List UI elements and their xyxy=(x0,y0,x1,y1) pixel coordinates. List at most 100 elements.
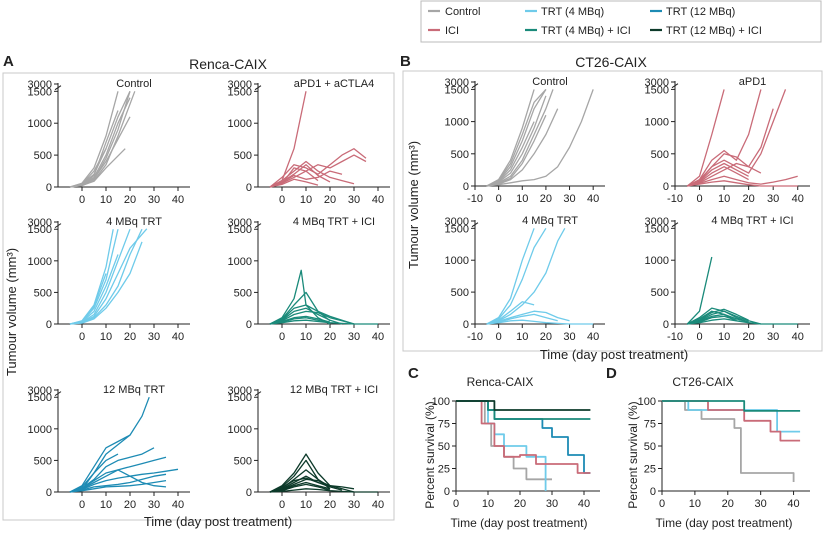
x-tick-label: 10 xyxy=(516,193,528,205)
y-tick-label: 1000 xyxy=(28,256,52,268)
y-tick-label: 1500 xyxy=(228,224,252,236)
chart-title: Control xyxy=(532,76,567,88)
chart-d: 0 25 50 75 100 0 10 20 30 40 xyxy=(638,396,810,510)
series-line-2 xyxy=(269,148,367,188)
series-line-7 xyxy=(269,477,355,493)
x-tick-label: 10 xyxy=(300,499,312,511)
legend-label-control: Control xyxy=(445,6,480,18)
y-tick-label: 1500 xyxy=(645,84,669,96)
y-tick-label: 0 xyxy=(663,319,669,331)
x-tick-label: 20 xyxy=(743,193,755,205)
panel-label-d: D xyxy=(606,365,617,382)
series-line-7 xyxy=(69,479,167,493)
chart-c: 0 25 50 75 100 0 10 20 30 40 xyxy=(432,396,600,510)
series-line-1 xyxy=(69,396,150,493)
series-line-trt-4-mbq- xyxy=(662,400,801,433)
y-tick-label: 500 xyxy=(234,287,252,299)
renca-xlabel: Time (day post treatment) xyxy=(144,514,292,529)
series-line-1 xyxy=(269,453,331,493)
legend-label-trt4: TRT (4 MBq) xyxy=(541,6,604,18)
series-line-8 xyxy=(486,89,594,187)
x-tick-label: 40 xyxy=(792,193,804,205)
renca-ylabel: Tumour volume (mm³) xyxy=(4,248,19,376)
x-tick-label: -10 xyxy=(667,331,683,343)
x-tick-label: 10 xyxy=(718,331,730,343)
legend-label-trt12: TRT (12 MBq) xyxy=(666,6,735,18)
x-tick-label: 40 xyxy=(792,331,804,343)
x-tick-label: 40 xyxy=(172,194,184,206)
axis-break xyxy=(254,223,262,229)
y-tick-label: 0 xyxy=(463,181,469,193)
series-line-4 xyxy=(269,310,355,325)
series-line-5 xyxy=(69,473,167,493)
x-tick-label: 30 xyxy=(767,193,779,205)
y-tick-label: 0 xyxy=(46,487,52,499)
ct26-xlabel: Time (day post treatment) xyxy=(540,347,688,362)
series-line-ici xyxy=(456,400,591,474)
series-line-7 xyxy=(687,162,749,187)
chart-title: aPD1 + aCTLA4 xyxy=(294,78,374,90)
y-tick-label: 75 xyxy=(644,419,656,431)
series-line-7 xyxy=(69,241,143,325)
y-tick-label: 1500 xyxy=(28,86,52,98)
y-tick-label: 3000 xyxy=(228,79,252,91)
y-tick-label: 0 xyxy=(444,486,450,498)
ct26-group-title: CT26-CAIX xyxy=(575,54,647,70)
series-line-6 xyxy=(687,175,798,187)
series-line-9 xyxy=(687,153,762,187)
y-tick-label: 75 xyxy=(438,419,450,431)
series-line-5 xyxy=(69,228,148,325)
x-tick-label: 10 xyxy=(516,331,528,343)
y-tick-label: 500 xyxy=(451,149,469,161)
series-line-1 xyxy=(269,91,307,188)
survival-d-ylabel: Percent survival (%) xyxy=(626,401,640,508)
series-line-3 xyxy=(269,160,355,188)
series-line-3 xyxy=(486,227,566,325)
series-line-trt-12-mbq- xyxy=(456,400,591,474)
y-tick-label: 0 xyxy=(663,181,669,193)
series-line-8 xyxy=(69,273,107,325)
series-line-6 xyxy=(486,319,594,325)
chart-title: aPD1 xyxy=(739,76,767,88)
x-tick-label: 0 xyxy=(79,331,85,343)
x-tick-label: 0 xyxy=(79,499,85,511)
survival-d-xlabel: Time (day post treatment) xyxy=(656,516,793,530)
y-tick-label: 500 xyxy=(34,455,52,467)
legend-label-ici: ICI xyxy=(445,25,459,37)
chart-title: 4 MBq TRT xyxy=(106,216,162,228)
x-tick-label: 40 xyxy=(587,331,599,343)
y-tick-label: 1000 xyxy=(228,256,252,268)
series-line-8 xyxy=(687,180,798,187)
y-tick-label: 1500 xyxy=(28,392,52,404)
x-tick-label: 20 xyxy=(324,499,336,511)
series-line-ici xyxy=(662,400,801,442)
x-tick-label: -10 xyxy=(667,193,683,205)
chart-title: 4 MBq TRT + ICI xyxy=(711,215,793,227)
x-tick-label: 10 xyxy=(100,499,112,511)
x-tick-label: 30 xyxy=(148,331,160,343)
x-tick-label: 0 xyxy=(279,499,285,511)
series-line-1 xyxy=(486,228,535,325)
axis-break xyxy=(671,222,679,228)
x-tick-label: 20 xyxy=(722,498,734,510)
y-tick-label: 1000 xyxy=(228,424,252,436)
y-tick-label: 50 xyxy=(644,441,656,453)
y-tick-label: 1000 xyxy=(445,255,469,267)
x-tick-label: -10 xyxy=(467,331,483,343)
y-tick-label: 1000 xyxy=(28,424,52,436)
x-tick-label: 10 xyxy=(100,194,112,206)
x-tick-label: 30 xyxy=(148,194,160,206)
chart-title: Control xyxy=(116,78,151,90)
panel-label-c: C xyxy=(408,365,419,382)
y-tick-label: 100 xyxy=(638,396,656,408)
series-line-trt-12-mbq-ici xyxy=(456,400,591,411)
y-tick-label: 0 xyxy=(46,182,52,194)
y-tick-label: 1500 xyxy=(228,392,252,404)
series-line-9 xyxy=(269,488,378,493)
legend-label-trt4-ici: TRT (4 MBq) + ICI xyxy=(541,25,631,37)
y-tick-label: 1000 xyxy=(28,118,52,130)
chart-title: 4 MBq TRT xyxy=(522,215,578,227)
